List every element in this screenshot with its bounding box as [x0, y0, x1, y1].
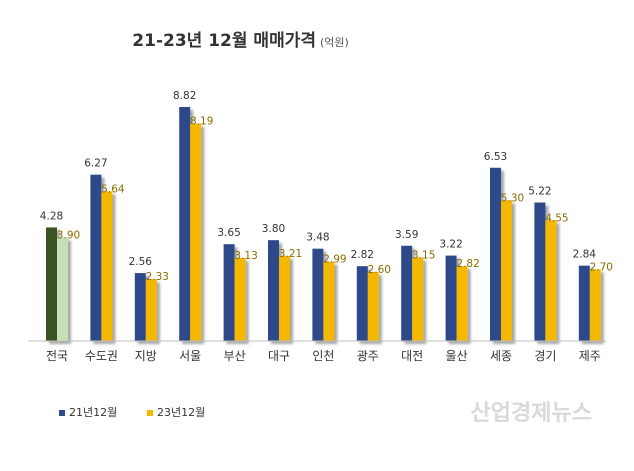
value-label-23-1: 5.64 — [101, 183, 125, 195]
chart-unit-text: (억원) — [320, 36, 349, 49]
category-label-12: 제주 — [579, 349, 601, 363]
value-label-23-7: 2.60 — [368, 264, 391, 276]
category-label-9: 울산 — [446, 349, 468, 363]
bar-21-1 — [90, 174, 102, 341]
bar-21-0 — [46, 227, 57, 341]
category-labels-group: 전국 수도권 지방 서울 부산 대구 인천 광주 대전 울산 세종 경기 제주 — [46, 348, 601, 363]
category-label-7: 광주 — [357, 349, 379, 363]
legend: 21년12월 23년12월 — [59, 406, 205, 419]
bar-23-3 — [190, 123, 202, 341]
value-label-23-12: 2.70 — [590, 261, 613, 273]
bar-23-5 — [279, 255, 290, 341]
bar-21-12 — [578, 265, 590, 341]
category-label-5: 대구 — [268, 349, 290, 363]
legend-label-21: 21년12월 — [69, 406, 117, 419]
value-label-21-12: 2.84 — [573, 249, 597, 261]
value-label-21-3: 8.82 — [173, 90, 196, 102]
category-label-6: 인천 — [312, 348, 334, 363]
value-label-21-0: 4.28 — [40, 210, 63, 222]
value-label-23-0: 3.90 — [57, 230, 80, 242]
value-label-21-11: 5.22 — [528, 186, 551, 198]
bar-21-3 — [179, 107, 191, 341]
value-label-23-8: 3.15 — [412, 249, 435, 261]
legend-label-23: 23년12월 — [157, 406, 205, 419]
value-label-23-10: 5.30 — [501, 192, 524, 204]
value-label-21-8: 3.59 — [395, 229, 418, 241]
bar-21-2 — [134, 273, 146, 341]
bar-21-5 — [268, 240, 279, 341]
bar-21-8 — [401, 245, 413, 341]
category-label-3: 서울 — [179, 349, 201, 363]
bar-23-9 — [456, 266, 468, 341]
value-label-23-9: 2.82 — [456, 258, 479, 270]
value-label-23-2: 2.33 — [146, 271, 169, 283]
bar-23-4 — [234, 257, 246, 341]
bars-group — [46, 107, 601, 341]
bar-21-4 — [223, 244, 235, 341]
legend-swatch-23 — [147, 410, 153, 416]
value-labels-group: 4.28 3.90 6.27 5.64 2.56 2.33 8.82 8.19 3.65 3.13… — [40, 90, 613, 283]
value-label-21-5: 3.80 — [262, 223, 285, 235]
value-label-21-6: 3.48 — [306, 232, 329, 244]
value-label-23-6: 2.99 — [323, 254, 346, 266]
bar-23-2 — [145, 279, 157, 341]
legend-swatch-21 — [59, 410, 65, 416]
bar-21-6 — [312, 248, 324, 341]
chart-title-text: 21-23년 12월 매매가격 — [132, 31, 316, 51]
category-label-2: 지방 — [135, 349, 157, 363]
value-label-23-5: 3.21 — [279, 248, 302, 260]
bar-23-8 — [412, 257, 424, 341]
category-label-1: 수도권 — [85, 349, 118, 363]
value-label-23-3: 8.19 — [190, 116, 213, 128]
category-label-10: 세종 — [490, 349, 512, 363]
value-label-23-4: 3.13 — [234, 250, 257, 262]
bar-23-10 — [501, 200, 512, 341]
bar-23-1 — [101, 191, 113, 341]
category-label-0: 전국 — [46, 349, 68, 363]
value-label-21-4: 3.65 — [217, 227, 240, 239]
bar-23-11 — [545, 220, 557, 341]
bar-21-7 — [356, 266, 368, 341]
bar-21-10 — [490, 167, 501, 341]
value-label-21-10: 6.53 — [484, 151, 507, 163]
value-label-21-7: 2.82 — [351, 249, 374, 261]
bar-21-9 — [445, 255, 457, 341]
value-label-21-1: 6.27 — [84, 158, 107, 170]
bar-23-0 — [57, 237, 68, 341]
bar-23-12 — [589, 269, 601, 341]
bar-23-6 — [323, 261, 335, 341]
category-label-11: 경기 — [534, 349, 556, 363]
category-label-4: 부산 — [224, 349, 246, 363]
category-label-8: 대전 — [401, 349, 423, 363]
value-label-23-11: 4.55 — [545, 212, 568, 224]
value-label-21-9: 3.22 — [439, 239, 462, 251]
value-label-21-2: 2.56 — [129, 256, 153, 268]
watermark-text: 산업경제뉴스 — [471, 401, 592, 426]
bar-23-7 — [367, 272, 379, 341]
chart-title: 21-23년 12월 매매가격 (억원) — [132, 31, 349, 51]
bar-21-11 — [534, 202, 546, 341]
